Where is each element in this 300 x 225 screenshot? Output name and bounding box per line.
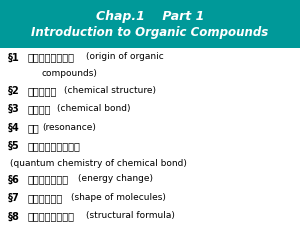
Text: §3: §3 xyxy=(8,104,20,114)
Text: §5: §5 xyxy=(8,141,20,151)
Text: エネルギー変化: エネルギー変化 xyxy=(28,174,69,184)
Text: §8: §8 xyxy=(8,212,20,221)
Text: (energy change): (energy change) xyxy=(78,174,153,183)
Text: §6: §6 xyxy=(8,174,20,184)
Text: 化学結偨: 化学結偨 xyxy=(28,104,52,114)
Text: §1: §1 xyxy=(8,52,20,62)
Text: 構造式の略式表現: 構造式の略式表現 xyxy=(28,212,75,221)
Text: 化学結偨の量子化学: 化学結偨の量子化学 xyxy=(28,141,81,151)
Bar xyxy=(0,0,300,48)
Text: (shape of molecules): (shape of molecules) xyxy=(71,193,166,202)
Text: 有機化偨物の起源: 有機化偨物の起源 xyxy=(28,52,75,62)
Text: 化学構造式: 化学構造式 xyxy=(28,86,57,96)
Text: §4: §4 xyxy=(8,123,20,133)
Text: §2: §2 xyxy=(8,86,20,96)
Text: (quantum chemistry of chemical bond): (quantum chemistry of chemical bond) xyxy=(10,159,187,168)
Text: 分子のかたち: 分子のかたち xyxy=(28,193,63,203)
Text: (chemical structure): (chemical structure) xyxy=(64,86,156,95)
Text: (structural formula): (structural formula) xyxy=(85,212,175,220)
Text: compounds): compounds) xyxy=(42,69,98,78)
Text: §7: §7 xyxy=(8,193,20,203)
Text: Introduction to Organic Compounds: Introduction to Organic Compounds xyxy=(32,26,268,39)
Text: 共鳴: 共鳴 xyxy=(28,123,40,133)
Text: (resonance): (resonance) xyxy=(42,123,96,132)
Text: (origin of organic: (origin of organic xyxy=(85,52,163,61)
Text: (chemical bond): (chemical bond) xyxy=(57,104,130,113)
Text: Chap.1    Part 1: Chap.1 Part 1 xyxy=(96,10,204,23)
